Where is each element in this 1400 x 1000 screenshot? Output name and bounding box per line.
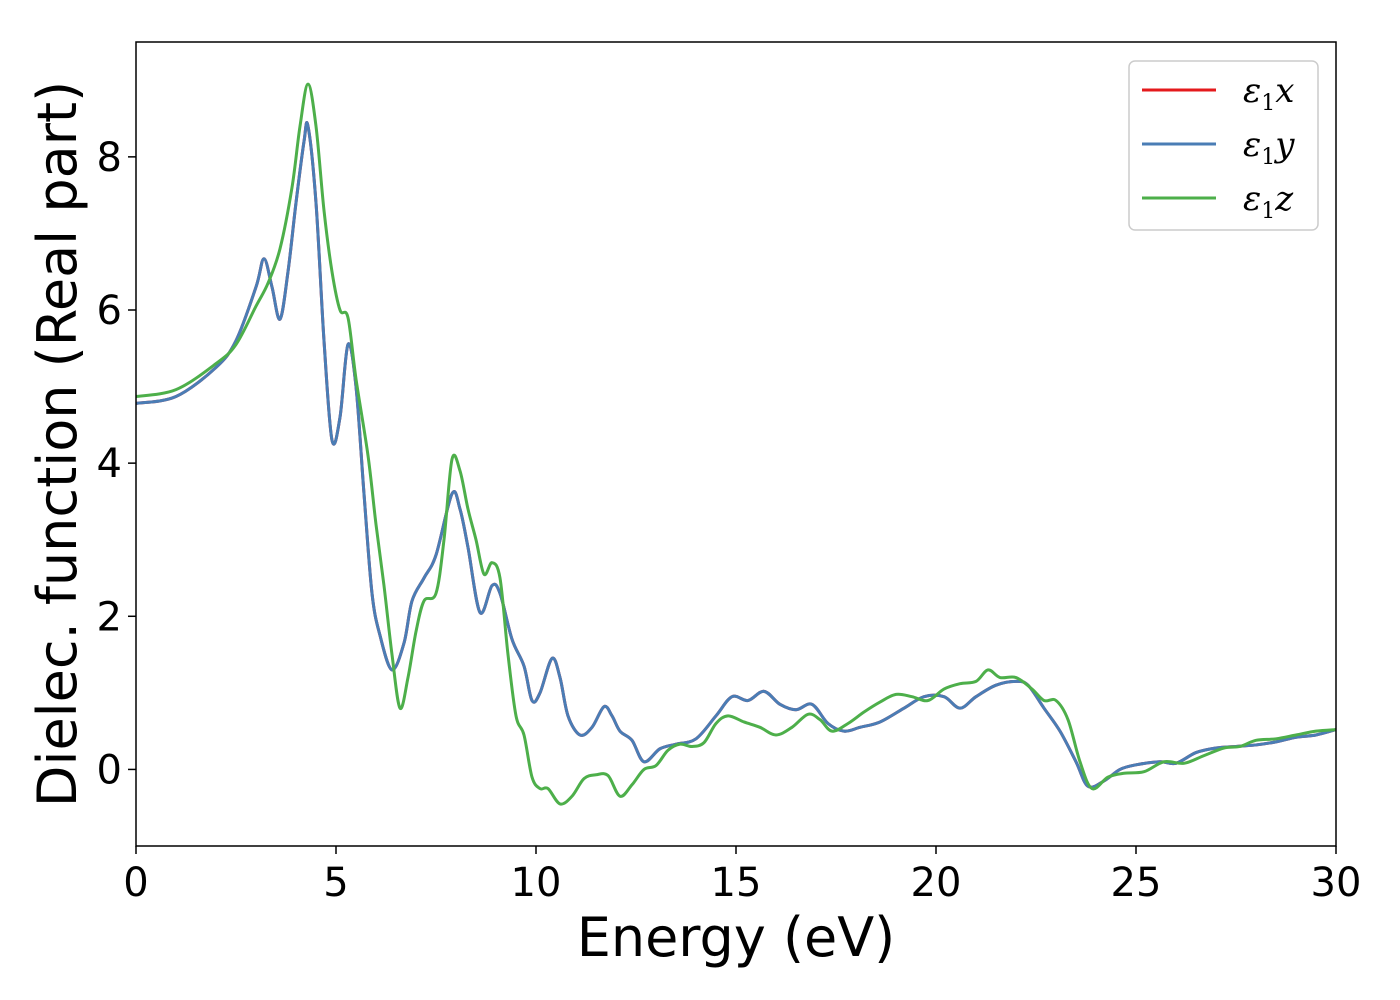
series-line-z (136, 82, 1336, 806)
x-tick-label: 0 (123, 860, 148, 906)
x-tick-label: 10 (511, 860, 562, 906)
legend-label-x: ε1x (1243, 71, 1294, 116)
y-tick-label: 4 (97, 441, 122, 487)
legend-label-y: ε1y (1243, 125, 1295, 170)
legend: ε1x ε1y ε1z (1128, 60, 1319, 231)
x-tick-label: 30 (1311, 860, 1362, 906)
legend-label-z: ε1z (1243, 179, 1294, 224)
series-line-y (136, 121, 1336, 789)
legend-box (1128, 60, 1319, 231)
x-axis-label: Energy (eV) (577, 906, 896, 969)
x-tick-label: 15 (711, 860, 762, 906)
x-tick-label: 25 (1111, 860, 1162, 906)
y-tick-label: 8 (97, 135, 122, 181)
y-axis-label: Dielec. function (Real part) (26, 81, 89, 807)
x-tick-label: 5 (323, 860, 348, 906)
x-axis: 0 5 10 15 20 25 30 (123, 846, 1361, 906)
y-axis: 0 2 4 6 8 (97, 135, 136, 793)
y-tick-label: 0 (97, 747, 122, 793)
y-tick-label: 2 (97, 594, 122, 640)
series-group (136, 82, 1336, 806)
x-tick-label: 20 (911, 860, 962, 906)
y-tick-label: 6 (97, 288, 122, 334)
